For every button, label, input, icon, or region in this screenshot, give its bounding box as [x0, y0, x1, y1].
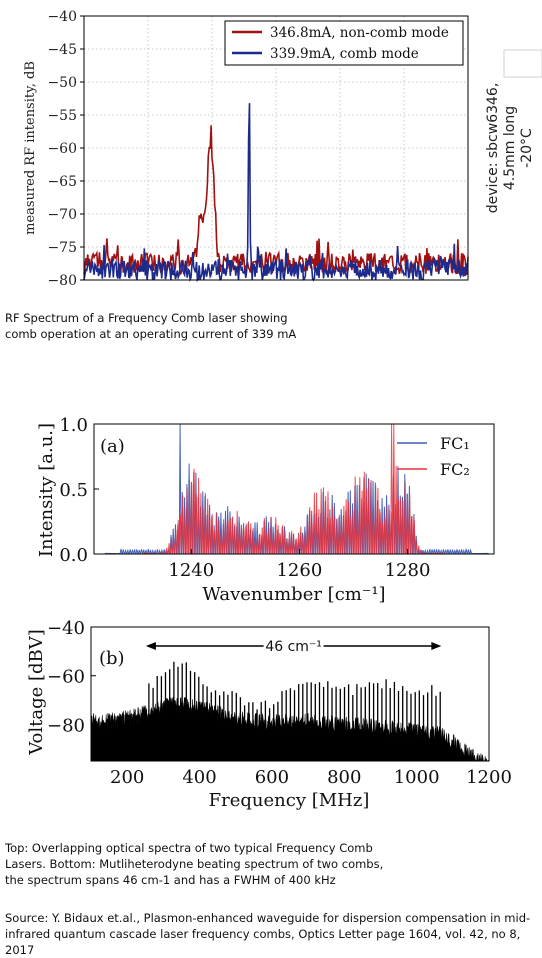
cropped-box — [503, 49, 542, 78]
device-label: device: sbcw6346, 4.5mm long -20°C — [485, 83, 535, 214]
rf-legend-label-comb: 339.9mA, comb mode — [270, 46, 419, 62]
rf-legend-box — [224, 20, 464, 66]
bottom-caption: Top: Overlapping optical spectra of two … — [5, 841, 384, 887]
optical-x-ticks: 1240 1260 1280 — [168, 549, 430, 581]
optical-x-tick-label: 1260 — [276, 560, 322, 581]
beating-y-tick-label: −60 — [47, 667, 85, 688]
panel-b-label: (b) — [99, 648, 125, 669]
span-arrow: 46 cm⁻¹ — [145, 635, 442, 655]
beating-x-tick-label: 1000 — [394, 767, 440, 788]
optical-x-tick-label: 1240 — [168, 560, 214, 581]
beating-x-tick-label: 200 — [110, 767, 144, 788]
rf-y-tick-label: −45 — [47, 42, 77, 58]
optical-plot-background — [94, 424, 494, 554]
optical-y-axis-label: Intensity [a.u.] — [36, 423, 57, 557]
beating-comb-lines — [148, 661, 441, 742]
beating-plot-frame — [90, 626, 490, 762]
rf-series-comb — [83, 103, 469, 283]
optical-spectrum-plot: 1.0 0.5 0.0 1240 1260 1280 (a) Intensity [a.… — [36, 415, 495, 605]
span-label: 46 cm⁻¹ — [265, 639, 322, 655]
device-label-line-3: -20°C — [519, 128, 535, 168]
beating-y-ticks: −40 −60 −80 — [47, 618, 96, 736]
optical-y-tick-label: 1.0 — [59, 415, 88, 436]
rf-y-tick-label: −80 — [47, 273, 77, 289]
beating-y-axis-label: Voltage [dBV] — [26, 629, 47, 756]
optical-y-tick-label: 0.5 — [59, 480, 88, 501]
rf-legend-label-non-comb: 346.8mA, non-comb mode — [270, 25, 449, 41]
legend-label-fc2: FC₂ — [440, 460, 470, 479]
optical-legend: FC₁ FC₂ — [397, 434, 470, 479]
rf-y-ticks: −40 −45 −50 −55 −60 −65 −70 −75 −80 — [47, 9, 84, 289]
optical-y-ticks: 1.0 0.5 0.0 — [59, 415, 99, 566]
optical-y-tick-label: 0.0 — [59, 545, 88, 566]
source-caption: Source: Y. Bidaux et.al., Plasmon-enhanc… — [5, 911, 531, 957]
optical-series-group — [104, 423, 489, 555]
beating-x-tick-label: 600 — [255, 767, 289, 788]
rf-y-tick-label: −70 — [47, 207, 77, 223]
span-arrow-head-right — [431, 642, 442, 650]
rf-legend: 346.8mA, non-comb mode 339.9mA, comb mod… — [224, 20, 464, 66]
rf-y-tick-label: −55 — [47, 108, 77, 124]
optical-series-2 — [142, 423, 446, 555]
rf-y-tick-label: −75 — [47, 240, 77, 256]
rf-y-tick-label: −65 — [47, 174, 77, 190]
span-arrow-head-left — [145, 642, 156, 650]
optical-x-tick-label: 1280 — [385, 560, 431, 581]
rf-y-tick-label: −40 — [47, 9, 77, 25]
rf-spectrum-plot: −40 −45 −50 −55 −60 −65 −70 −75 −80 measured RF … — [23, 9, 542, 289]
beating-y-tick-label: −40 — [47, 618, 85, 639]
beating-x-tick-label: 1200 — [466, 767, 512, 788]
top-caption: RF Spectrum of a Frequency Comb laser sh… — [5, 311, 297, 341]
optical-x-axis-label: Wavenumber [cm⁻¹] — [202, 584, 385, 605]
rf-grid — [84, 16, 468, 280]
beating-x-ticks: 200 400 600 800 1000 1200 — [110, 756, 512, 788]
beating-x-tick-label: 800 — [327, 767, 361, 788]
beating-spectrum-plot: −40 −60 −80 200 400 600 800 1000 1200 (b) Volta… — [26, 618, 512, 811]
rf-y-tick-label: −50 — [47, 75, 77, 91]
beating-x-tick-label: 400 — [182, 767, 216, 788]
span-label-background — [263, 635, 324, 655]
rf-series-group — [83, 103, 469, 283]
device-label-line-1: device: sbcw6346, — [485, 83, 501, 214]
beating-y-tick-label: −80 — [47, 715, 85, 736]
panel-a-label: (a) — [100, 436, 125, 457]
rf-y-tick-label: −60 — [47, 141, 77, 157]
beating-x-axis-label: Frequency [MHz] — [209, 790, 370, 811]
device-label-line-2: 4.5mm long — [502, 106, 518, 190]
rf-y-axis-label: measured RF intensity, dB — [23, 61, 38, 235]
legend-label-fc1: FC₁ — [440, 434, 470, 453]
beating-series-group — [90, 661, 489, 762]
